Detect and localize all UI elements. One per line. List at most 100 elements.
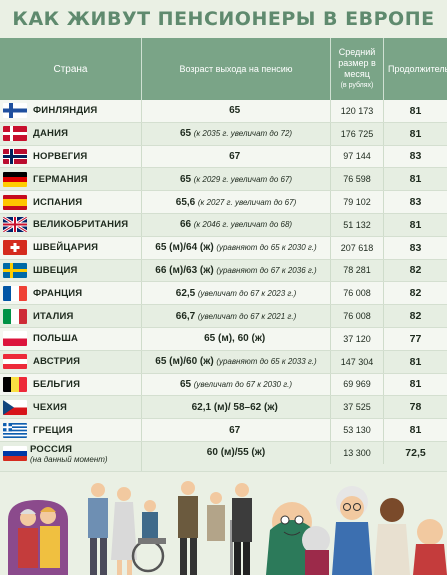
- country-name: ИТАЛИЯ: [33, 310, 74, 322]
- life-expectancy: 83: [409, 196, 422, 209]
- table-row: ЧЕХИЯ 62,1 (м)/ 58–62 (ж) 37 525 78: [0, 396, 447, 420]
- country-name: НОРВЕГИЯ: [33, 150, 88, 162]
- table-row: ШВЕЦИЯ 66 (м)/63 (ж) (уравняют до 67 к 2…: [0, 259, 447, 283]
- flag-finland-icon: [3, 103, 27, 119]
- flag-czechia-icon: [3, 399, 27, 415]
- country-name: ГРЕЦИЯ: [33, 424, 73, 436]
- retirement-age: 62,1 (м)/ 58–62 (ж): [191, 401, 278, 413]
- life-expectancy: 81: [409, 355, 422, 368]
- age-note: (к 2035 г. увеличат до 72): [193, 129, 293, 139]
- age-note: (уравняют до 67 к 2036 г.): [216, 265, 317, 275]
- country-note: (на данный момент): [30, 454, 108, 464]
- retirement-age: 65 (м)/64 (ж): [155, 242, 214, 254]
- avg-pension: 51 132: [331, 213, 384, 236]
- age-note: (к 2046 г. увеличат до 68): [193, 220, 293, 230]
- table-row: ГЕРМАНИЯ 65 (к 2029 г. увеличат до 67) 7…: [0, 168, 447, 192]
- country-name: ВЕЛИКОБРИТАНИЯ: [33, 219, 129, 231]
- table-header: Страна Возраст выхода на пенсию Средний …: [0, 38, 447, 100]
- retirement-age: 65: [179, 378, 192, 390]
- age-note: (уравняют до 65 к 2030 г.): [216, 243, 317, 253]
- table-row: ИСПАНИЯ 65,6 (к 2027 г. увеличат до 67) …: [0, 191, 447, 214]
- life-expectancy: 78: [409, 401, 422, 414]
- flag-norway-icon: [3, 148, 27, 164]
- retirement-age: 66: [179, 219, 192, 231]
- country-name: ИСПАНИЯ: [33, 196, 83, 208]
- avg-pension: 176 725: [331, 122, 384, 145]
- table-row: ВЕЛИКОБРИТАНИЯ 66 (к 2046 г. увеличат до…: [0, 213, 447, 237]
- life-expectancy: 83: [409, 150, 422, 163]
- life-expectancy: 82: [409, 287, 422, 300]
- table-row: АВСТРИЯ 65 (м)/60 (ж) (уравняют до 65 к …: [0, 350, 447, 374]
- country-name: ГЕРМАНИЯ: [33, 173, 88, 185]
- table-row: ИТАЛИЯ 66,7 (увеличат до 67 к 2021 г.) 7…: [0, 305, 447, 328]
- country-name: РОССИЯ: [30, 443, 73, 455]
- life-expectancy: 81: [409, 378, 422, 391]
- life-expectancy: 81: [409, 127, 422, 140]
- avg-pension: 97 144: [331, 145, 384, 168]
- table-row-russia: РОССИЯ (на данный момент) 60 (м)/55 (ж) 1…: [0, 441, 447, 472]
- flag-uk-icon: [3, 217, 27, 233]
- avg-pension: 76 008: [331, 305, 384, 327]
- grandma-figure: [332, 486, 372, 575]
- wheelchair-figure: [131, 500, 166, 573]
- flag-switzerland-icon: [3, 240, 27, 256]
- avg-pension: 37 525: [331, 396, 384, 419]
- header-age: Возраст выхода на пенсию: [142, 38, 331, 100]
- age-note: (уравняют до 65 к 2033 г.): [216, 357, 317, 367]
- retirement-age: 65,6: [175, 196, 196, 208]
- table-row: ДАНИЯ 65 (к 2035 г. увеличат до 72) 176 …: [0, 122, 447, 146]
- table-row: НОРВЕГИЯ 67 97 144 83: [0, 145, 447, 169]
- flag-germany-icon: [3, 171, 27, 187]
- life-expectancy: 81: [409, 173, 422, 186]
- retirement-age: 65: [229, 105, 241, 117]
- flag-greece-icon: [3, 422, 27, 438]
- age-note: (увеличат до 67 к 2023 г.): [197, 288, 297, 298]
- header-salary-unit: (в рублях): [340, 82, 374, 89]
- country-name: ДАНИЯ: [33, 128, 69, 140]
- flag-italy-icon: [3, 308, 27, 324]
- life-expectancy: 72,5: [405, 446, 426, 459]
- avg-pension: 37 120: [331, 327, 384, 350]
- age-note: (увеличат до 67 к 2021 г.): [197, 311, 297, 321]
- retirement-age: 65: [179, 128, 192, 140]
- life-expectancy: 81: [409, 218, 422, 231]
- country-name: ШВЕЙЦАРИЯ: [33, 242, 99, 254]
- cartoon-grandpa-figure: [266, 502, 330, 575]
- retirement-age: 66,7: [175, 310, 196, 322]
- retirement-age: 67: [229, 150, 241, 162]
- retirement-age: 67: [229, 424, 241, 436]
- retirement-age: 65: [179, 173, 192, 185]
- flag-sweden-icon: [3, 262, 27, 278]
- country-name: ШВЕЦИЯ: [33, 264, 78, 276]
- pension-table: ФИНЛЯНДИЯ 65 120 173 81 ДАНИЯ 65 (к 2035…: [0, 100, 447, 472]
- avg-pension: 53 130: [331, 419, 384, 441]
- country-name: ФИНЛЯНДИЯ: [33, 105, 98, 117]
- avg-pension: 13 300: [331, 441, 384, 464]
- life-expectancy: 83: [409, 241, 422, 254]
- flag-france-icon: [3, 285, 27, 301]
- flag-russia-icon: [3, 445, 27, 461]
- avg-pension: 69 969: [331, 373, 384, 396]
- country-name: ЧЕХИЯ: [33, 401, 68, 413]
- header-country: Страна: [0, 38, 142, 100]
- retirement-age: 65 (м)/60 (ж): [155, 356, 214, 368]
- life-expectancy: 81: [409, 104, 422, 117]
- table-row: ФРАНЦИЯ 62,5 (увеличат до 67 к 2023 г.) …: [0, 282, 447, 306]
- avg-pension: 76 008: [331, 282, 384, 305]
- age-note: (к 2027 г. увеличат до 67): [197, 197, 297, 207]
- couple-armchair-figure: [8, 500, 68, 575]
- right-characters-figure: [374, 498, 447, 575]
- table-row: ФИНЛЯНДИЯ 65 120 173 81: [0, 100, 447, 123]
- life-expectancy: 77: [409, 332, 422, 345]
- avg-pension: 120 173: [331, 100, 384, 122]
- life-expectancy: 82: [409, 264, 422, 277]
- avg-pension: 76 598: [331, 168, 384, 191]
- country-name: АВСТРИЯ: [33, 356, 81, 368]
- retirement-age: 60 (м)/55 (ж): [206, 446, 266, 458]
- avg-pension: 79 102: [331, 191, 384, 213]
- table-row: ПОЛЬША 65 (м), 60 (ж) 37 120 77: [0, 327, 447, 351]
- age-note: (к 2029 г. увеличат до 67): [193, 174, 293, 184]
- table-row: БЕЛЬГИЯ 65 (увеличат до 67 к 2030 г.) 69…: [0, 373, 447, 397]
- flag-poland-icon: [3, 331, 27, 347]
- header-life: Продолжительность жизни: [388, 63, 447, 74]
